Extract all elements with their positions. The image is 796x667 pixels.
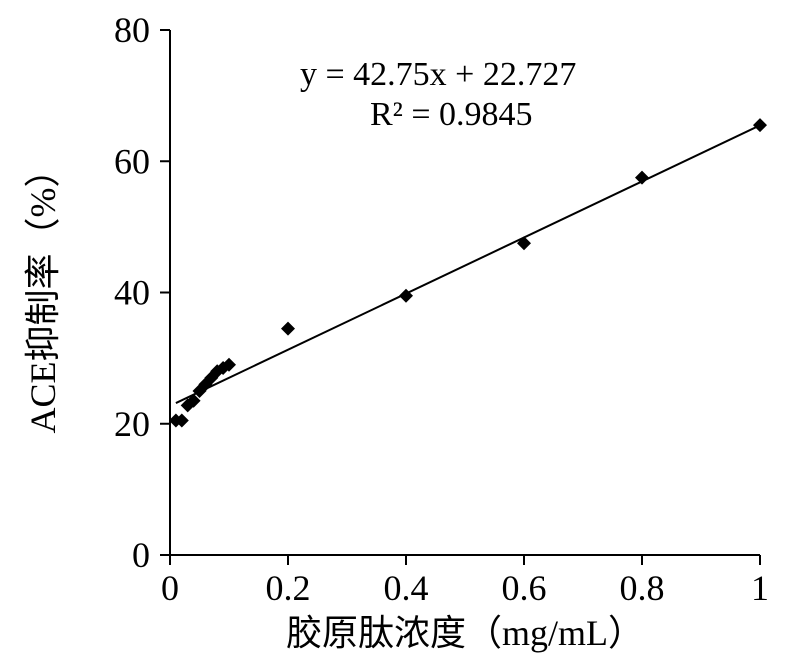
chart-container: 0 0.2 0.4 0.6 0.8 1 0 20 40 60 80 胶原肽浓度（mg/mL） ACE抑制… <box>0 0 796 667</box>
y-tick-label: 80 <box>114 10 150 50</box>
data-point <box>517 236 531 250</box>
equation-line1: y = 42.75x + 22.727 <box>300 56 576 93</box>
x-tick-label: 0.2 <box>266 568 311 608</box>
y-tick-label: 20 <box>114 404 150 444</box>
y-tick-label: 40 <box>114 273 150 313</box>
data-point <box>753 118 767 132</box>
x-tick-label: 0.4 <box>384 568 429 608</box>
x-tick-label: 1 <box>751 568 769 608</box>
equation-line2: R² = 0.9845 <box>370 96 533 133</box>
x-tick-label: 0 <box>161 568 179 608</box>
y-axis-title: ACE抑制率（%） <box>23 152 63 434</box>
x-axis-title: 胶原肽浓度（mg/mL） <box>286 613 644 653</box>
trendline <box>176 125 760 403</box>
data-point <box>635 171 649 185</box>
data-point <box>281 322 295 336</box>
scatter-chart-svg: 0 0.2 0.4 0.6 0.8 1 0 20 40 60 80 胶原肽浓度（mg/mL） ACE抑制… <box>0 0 796 667</box>
x-tick-label: 0.8 <box>620 568 665 608</box>
y-tick-label: 60 <box>114 141 150 181</box>
x-tick-label: 0.6 <box>502 568 547 608</box>
y-tick-label: 0 <box>132 535 150 575</box>
